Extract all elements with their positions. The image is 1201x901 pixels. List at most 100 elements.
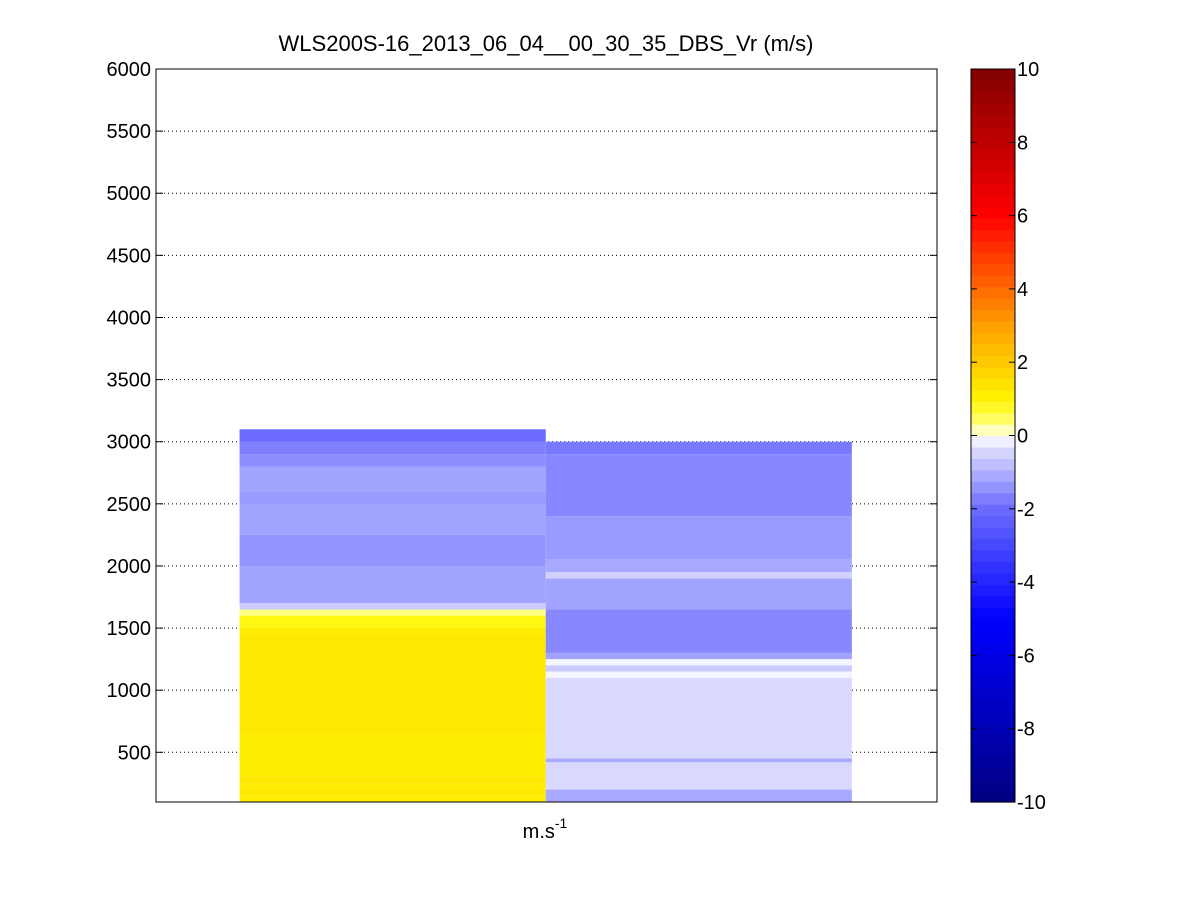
heatmap-cell (545, 516, 852, 560)
y-tick-label: 2500 (107, 494, 152, 516)
colorbar-swatch (971, 779, 1015, 792)
colorbar-swatch (971, 183, 1015, 196)
heatmap-cell (239, 466, 546, 492)
colorbar-swatch (971, 595, 1015, 608)
y-tick-label: 5500 (107, 121, 152, 143)
colorbar-swatch (971, 572, 1015, 585)
y-tick-label: 4500 (107, 245, 152, 267)
colorbar-swatch (971, 389, 1015, 402)
colorbar-swatch (971, 607, 1015, 620)
colorbar-swatch (971, 378, 1015, 391)
plot-frame (155, 68, 938, 803)
y-tick-label: 2000 (107, 556, 152, 578)
heatmap-cell (545, 671, 852, 678)
heatmap-cell (545, 677, 852, 759)
heatmap-cell (545, 578, 852, 610)
heatmap-cell (239, 783, 546, 790)
colorbar-swatch (971, 366, 1015, 379)
heatmap-cell (239, 491, 546, 504)
colorbar-tick-label: 6 (1017, 206, 1028, 228)
colorbar-swatch (971, 664, 1015, 677)
heatmap-cell (239, 777, 546, 784)
colorbar-swatch (971, 286, 1015, 299)
chart-title: WLS200S-16_2013_06_04__00_30_35_DBS_Vr (… (279, 31, 814, 56)
colorbar-tick-label: -8 (1017, 719, 1035, 741)
colorbar-swatch (971, 710, 1015, 723)
heatmap-cell (239, 615, 546, 629)
heatmap-cell (545, 572, 852, 579)
colorbar-swatch (971, 332, 1015, 345)
heatmap-cell (239, 628, 546, 635)
colorbar-swatch (971, 698, 1015, 711)
colorbar-swatch (971, 69, 1015, 82)
heatmap-cell (545, 659, 852, 666)
y-tick-label: 5000 (107, 183, 152, 205)
colorbar-swatch (971, 538, 1015, 551)
y-tick-label: 3500 (107, 370, 152, 392)
colorbar-axis: -10 -8 -6 -4 -2 0 2 4 6 8 10 (971, 59, 1046, 814)
colorbar-swatch (971, 194, 1015, 208)
heatmap-cell (545, 652, 852, 660)
colorbar-swatch (971, 687, 1015, 700)
colorbar-swatch (971, 172, 1015, 185)
colorbar-swatch (971, 160, 1015, 173)
heatmap-cell (545, 609, 852, 653)
colorbar-swatch (971, 103, 1015, 116)
colorbar-swatch (971, 343, 1015, 356)
colorbar-swatch (971, 275, 1015, 288)
heatmap-cell (239, 609, 546, 616)
colorbar-swatch (971, 527, 1015, 540)
colorbar-swatch (971, 424, 1015, 437)
heatmap-cell (239, 795, 546, 802)
colorbar-swatch (971, 412, 1015, 425)
heatmap-cell (239, 789, 546, 796)
colorbar-swatch (971, 492, 1015, 505)
colorbar-swatch (971, 229, 1015, 242)
colorbar-swatch (971, 217, 1015, 230)
colorbar-tick-label: 8 (1017, 132, 1028, 154)
colorbar-swatch (971, 790, 1015, 803)
heatmap-cell (545, 789, 852, 802)
y-tick-label: 6000 (107, 59, 152, 81)
colorbar-swatch (971, 252, 1015, 265)
heatmap-cell (545, 762, 852, 790)
colorbar-swatch (971, 584, 1015, 597)
colorbar-swatch (971, 91, 1015, 104)
colorbar-swatch (971, 630, 1015, 643)
colorbar-tick-label: -2 (1017, 499, 1035, 521)
heatmap-cells (239, 429, 852, 802)
colorbar-swatch (971, 653, 1015, 666)
colorbar-tick-label: 0 (1017, 426, 1028, 448)
colorbar-swatch (971, 641, 1015, 654)
colorbar-swatch (971, 114, 1015, 127)
colorbar-swatch (971, 504, 1015, 517)
colorbar-swatch (971, 550, 1015, 563)
colorbar-swatch (971, 80, 1015, 93)
y-tick-label: 1000 (107, 680, 152, 702)
colorbar-swatch (971, 126, 1015, 139)
heatmap-cell (545, 665, 852, 672)
heatmap-cell (239, 503, 546, 535)
y-axis: 500 1000 1500 2000 2500 3000 3500 4000 4500 5000 5… (107, 59, 937, 764)
heatmap-cell (545, 758, 852, 763)
heatmap-cell (545, 454, 852, 517)
colorbar-swatch (971, 320, 1015, 334)
colorbar-swatch (971, 309, 1015, 322)
colorbar-swatch (971, 733, 1015, 746)
colorbar-swatch (971, 458, 1015, 471)
colorbar-swatch (971, 435, 1015, 448)
colorbar-swatch (971, 206, 1015, 219)
colorbar-swatch (971, 481, 1015, 494)
colorbar-swatch (971, 561, 1015, 574)
heatmap-cell (545, 441, 852, 455)
colorbar-swatch (971, 263, 1015, 276)
y-tick-label: 3000 (107, 432, 152, 454)
colorbar-swatch (971, 401, 1015, 414)
heatmap-cell (545, 559, 852, 573)
heatmap-cell (239, 565, 546, 604)
colorbar-swatch (971, 298, 1015, 311)
colorbar-swatch (971, 744, 1015, 757)
colorbar-swatch (971, 149, 1015, 162)
colorbar-tick-label: -6 (1017, 645, 1035, 667)
